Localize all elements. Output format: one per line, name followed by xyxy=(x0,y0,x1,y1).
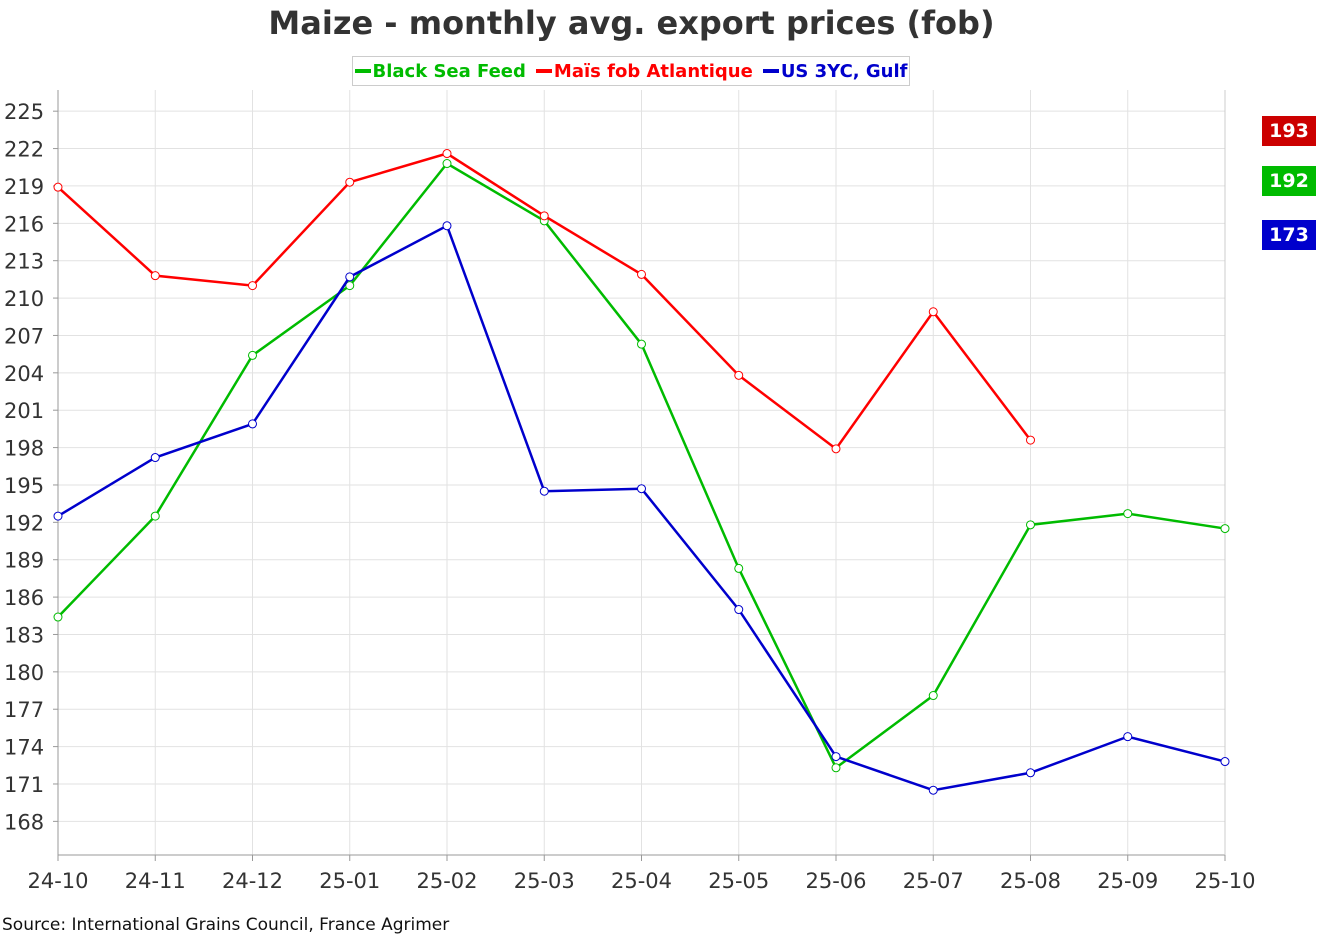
x-tick-label: 25-05 xyxy=(708,869,769,893)
x-tick-label: 24-11 xyxy=(125,869,186,893)
y-tick-label: 201 xyxy=(4,399,44,423)
data-point xyxy=(734,563,744,573)
y-tick-label: 171 xyxy=(4,773,44,797)
data-point xyxy=(928,785,938,795)
data-point xyxy=(734,605,744,615)
y-tick-label: 204 xyxy=(4,362,44,386)
y-tick-label: 198 xyxy=(4,437,44,461)
y-tick-label: 174 xyxy=(4,736,44,760)
y-tick-label: 210 xyxy=(4,287,44,311)
y-tick-label: 177 xyxy=(4,698,44,722)
y-tick-label: 192 xyxy=(4,511,44,535)
data-point xyxy=(150,271,160,281)
legend-label: Black Sea Feed xyxy=(372,60,526,82)
data-point xyxy=(637,484,646,494)
legend: Black Sea Feed Maïs fob Atlantique US 3Y… xyxy=(352,56,910,86)
x-tick-label: 25-09 xyxy=(1097,869,1158,893)
x-tick-label: 25-01 xyxy=(319,869,380,893)
y-tick-label: 216 xyxy=(4,212,44,236)
data-point xyxy=(637,269,646,279)
x-tick-label: 25-07 xyxy=(903,869,964,893)
y-tick-label: 225 xyxy=(4,100,44,124)
legend-swatch xyxy=(535,69,552,73)
data-point xyxy=(734,370,744,380)
legend-swatch xyxy=(354,69,371,73)
data-point xyxy=(539,486,549,496)
data-point xyxy=(637,339,646,349)
data-point xyxy=(248,281,257,291)
y-tick-label: 195 xyxy=(4,474,44,498)
data-point xyxy=(1026,520,1035,530)
data-point xyxy=(53,182,63,192)
legend-item-mais-fob[interactable]: Maïs fob Atlantique xyxy=(535,60,753,82)
badge-mais-fob: 193 xyxy=(1262,116,1316,146)
data-point xyxy=(150,511,160,521)
legend-label: US 3YC, Gulf xyxy=(780,60,908,82)
y-tick-label: 219 xyxy=(4,175,44,199)
y-tick-label: 180 xyxy=(4,661,44,685)
x-tick-label: 25-10 xyxy=(1194,869,1255,893)
legend-swatch xyxy=(762,69,779,73)
x-tick-label: 24-10 xyxy=(27,869,88,893)
y-tick-label: 222 xyxy=(4,138,44,162)
data-point xyxy=(928,307,938,317)
data-point xyxy=(442,221,452,231)
data-point xyxy=(1123,509,1133,519)
y-tick-label: 189 xyxy=(4,549,44,573)
data-point xyxy=(928,691,938,701)
legend-item-us-gulf[interactable]: US 3YC, Gulf xyxy=(762,60,908,82)
data-point xyxy=(442,149,452,159)
data-point xyxy=(831,444,841,454)
data-point xyxy=(831,763,841,773)
data-point xyxy=(1123,732,1133,742)
legend-item-black-sea[interactable]: Black Sea Feed xyxy=(354,60,526,82)
data-point xyxy=(150,453,160,463)
data-point xyxy=(248,350,257,360)
source-note: Source: International Grains Council, Fr… xyxy=(2,915,450,935)
data-point xyxy=(1220,757,1230,767)
data-point xyxy=(1026,768,1035,778)
x-tick-label: 25-06 xyxy=(805,869,866,893)
badge-us-gulf: 173 xyxy=(1262,220,1316,250)
data-point xyxy=(345,281,355,291)
x-tick-label: 25-03 xyxy=(514,869,575,893)
data-point xyxy=(345,177,355,187)
badge-black-sea: 192 xyxy=(1262,166,1316,196)
data-point xyxy=(53,511,63,521)
y-tick-label: 213 xyxy=(4,250,44,274)
data-point xyxy=(53,612,63,622)
x-tick-label: 24-12 xyxy=(222,869,283,893)
y-tick-label: 168 xyxy=(4,810,44,834)
y-tick-label: 207 xyxy=(4,324,44,348)
x-tick-label: 25-04 xyxy=(611,869,672,893)
data-point xyxy=(1220,524,1230,534)
data-point xyxy=(442,159,452,169)
y-tick-label: 186 xyxy=(4,586,44,610)
chart-title: Maize - monthly avg. export prices (fob) xyxy=(268,4,995,42)
x-tick-label: 25-02 xyxy=(416,869,477,893)
data-point xyxy=(831,752,841,762)
data-point xyxy=(248,419,257,429)
data-point xyxy=(539,211,549,221)
legend-label: Maïs fob Atlantique xyxy=(553,60,753,82)
y-tick-label: 183 xyxy=(4,623,44,647)
x-tick-label: 25-08 xyxy=(1000,869,1061,893)
data-point xyxy=(1026,435,1035,445)
data-point xyxy=(345,272,355,282)
